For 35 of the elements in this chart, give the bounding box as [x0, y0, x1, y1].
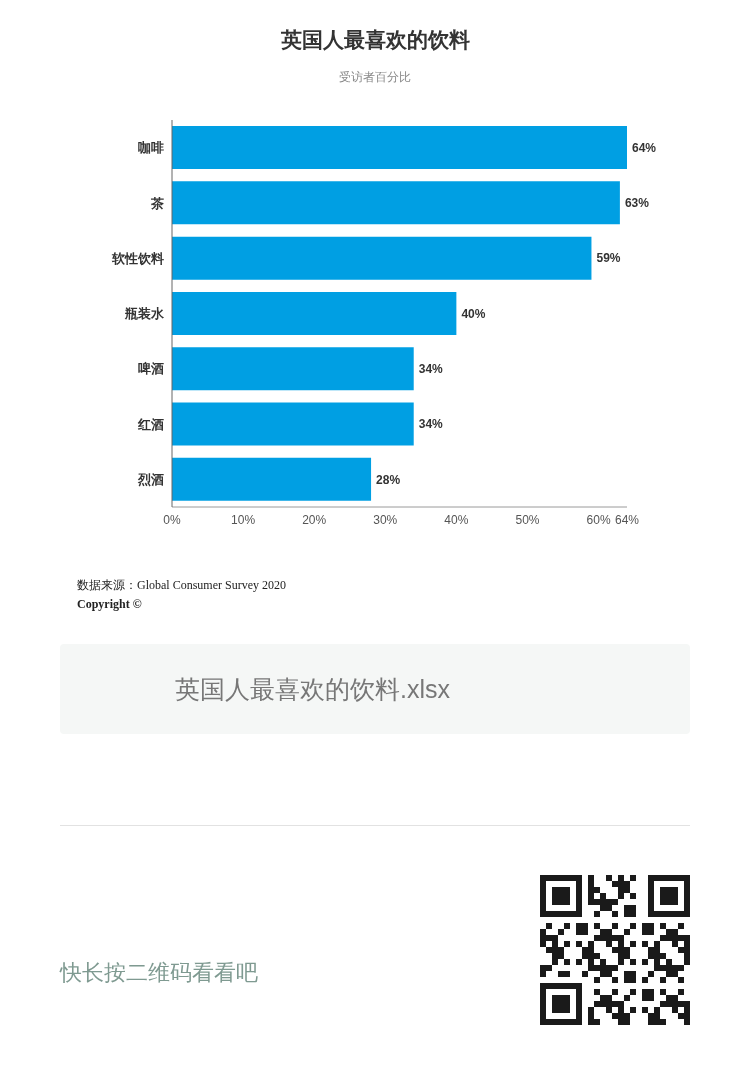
y-tick-label: 茶	[150, 195, 164, 211]
x-tick-label: 60%	[586, 512, 611, 527]
data-label: 63%	[624, 196, 650, 211]
y-tick-label: 软性饮料	[111, 250, 164, 266]
y-tick-label: 咖啡	[138, 140, 164, 156]
bar	[172, 347, 414, 391]
data-label: 59%	[596, 251, 621, 266]
data-label: 40%	[461, 306, 486, 321]
x-tick-label: 40%	[444, 512, 469, 527]
data-label: 64%	[632, 140, 657, 155]
x-tick-label: 0%	[163, 512, 181, 527]
source-note: 数据来源：Global Consumer Survey 2020	[77, 577, 286, 594]
text: 快长按二维码看看吧	[60, 959, 258, 987]
y-tick-label: 啤酒	[138, 361, 164, 377]
bar	[172, 291, 457, 335]
chart-subtitle: 受访者百分比	[338, 69, 412, 86]
data-label: 28%	[376, 472, 401, 487]
y-tick-label: 瓶装水	[124, 306, 165, 322]
x-tick-label: 20%	[302, 512, 327, 527]
x-tick-label: 50%	[515, 512, 540, 527]
y-tick-label: 红酒	[137, 416, 164, 432]
chart-title: 英国人最喜欢的饮料	[279, 27, 471, 53]
data-label: 34%	[418, 361, 444, 376]
file-card: 英国人最喜欢的饮料.xlsx	[60, 644, 690, 734]
text: Copyright ©	[77, 597, 142, 612]
x-tick-label: 10%	[231, 512, 256, 527]
data-label: 34%	[418, 417, 444, 432]
bar	[172, 236, 592, 280]
x-tick-label: 30%	[373, 512, 398, 527]
bar	[172, 402, 414, 446]
y-tick-label: 烈酒	[137, 471, 164, 487]
x-tick-label: 64%	[614, 512, 640, 527]
bar	[172, 457, 372, 501]
bar	[172, 181, 620, 225]
bar	[172, 126, 627, 170]
